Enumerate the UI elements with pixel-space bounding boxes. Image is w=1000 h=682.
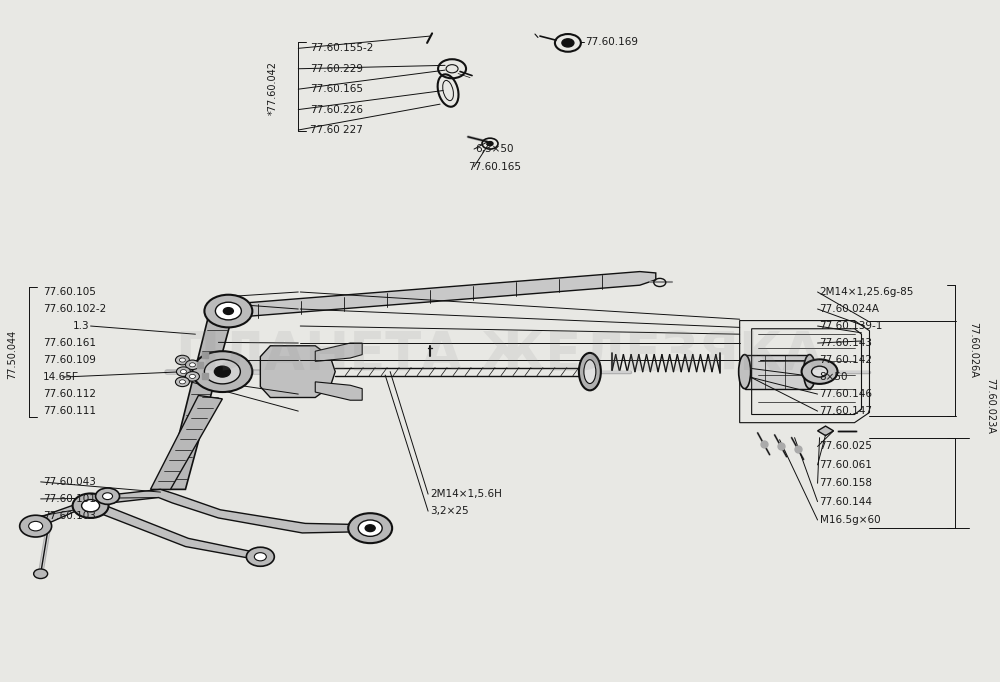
Text: 77.60.102-2: 77.60.102-2: [43, 304, 106, 314]
Circle shape: [802, 359, 838, 384]
Text: 77.60 227: 77.60 227: [310, 125, 363, 135]
Polygon shape: [79, 490, 370, 533]
Polygon shape: [31, 501, 79, 528]
Text: 77.60.169: 77.60.169: [585, 37, 638, 46]
Text: 77.60.101: 77.60.101: [43, 494, 96, 504]
Polygon shape: [260, 346, 335, 398]
Text: 77.60.025: 77.60.025: [820, 441, 872, 451]
Polygon shape: [228, 271, 656, 318]
Text: 77.60.142: 77.60.142: [820, 355, 873, 365]
Text: 77.60.229: 77.60.229: [310, 63, 363, 74]
Circle shape: [204, 295, 252, 327]
Circle shape: [179, 380, 185, 384]
Circle shape: [73, 494, 109, 518]
Text: 77.60.226: 77.60.226: [310, 104, 363, 115]
Ellipse shape: [739, 355, 751, 389]
Text: 77.50.044: 77.50.044: [8, 330, 18, 379]
Text: 2M14×1,25.6g-85: 2M14×1,25.6g-85: [820, 287, 914, 297]
Ellipse shape: [584, 359, 596, 383]
Circle shape: [175, 377, 189, 387]
Circle shape: [185, 360, 199, 370]
Polygon shape: [745, 355, 810, 389]
Text: 77.60.103: 77.60.103: [43, 511, 96, 521]
Circle shape: [487, 142, 493, 146]
Text: 77.60.147: 77.60.147: [820, 406, 873, 416]
Text: 77.60.026A: 77.60.026A: [968, 322, 978, 378]
Circle shape: [34, 569, 48, 578]
Text: 8×50: 8×50: [820, 372, 848, 382]
Text: 77.60.146: 77.60.146: [820, 389, 873, 399]
Circle shape: [358, 520, 382, 536]
Circle shape: [223, 308, 233, 314]
Text: 77.60.165: 77.60.165: [468, 162, 521, 173]
Circle shape: [246, 547, 274, 566]
Circle shape: [348, 513, 392, 543]
Text: 77.60.139-1: 77.60.139-1: [820, 321, 883, 331]
Ellipse shape: [804, 355, 816, 389]
Text: 77.60.155-2: 77.60.155-2: [310, 44, 374, 53]
Text: 77.60.161: 77.60.161: [43, 338, 96, 348]
Polygon shape: [818, 426, 834, 436]
Text: 1.3: 1.3: [73, 321, 89, 331]
Circle shape: [189, 363, 195, 367]
Text: 3,2×25: 3,2×25: [430, 506, 469, 516]
Text: 6,3×50: 6,3×50: [475, 144, 514, 154]
Circle shape: [214, 366, 230, 377]
Circle shape: [812, 366, 828, 377]
Polygon shape: [315, 382, 362, 400]
Text: 77.60.109: 77.60.109: [43, 355, 96, 365]
Text: 77.60.024A: 77.60.024A: [820, 304, 880, 314]
Circle shape: [20, 515, 52, 537]
Polygon shape: [76, 499, 260, 560]
Text: 77.60.143: 77.60.143: [820, 338, 873, 348]
Polygon shape: [165, 308, 234, 490]
Text: 77.60.158: 77.60.158: [820, 478, 873, 488]
Text: 77.60.111: 77.60.111: [43, 406, 96, 416]
Circle shape: [179, 358, 185, 362]
Circle shape: [189, 374, 195, 379]
Circle shape: [254, 552, 266, 561]
Text: 77.60.061: 77.60.061: [820, 460, 872, 470]
Circle shape: [185, 372, 199, 381]
Circle shape: [204, 359, 240, 384]
Circle shape: [562, 39, 574, 47]
Text: 77.60.023A: 77.60.023A: [985, 378, 995, 434]
Circle shape: [103, 493, 113, 500]
Text: 77.60.144: 77.60.144: [820, 496, 873, 507]
Circle shape: [96, 488, 120, 505]
Text: 14.65Г: 14.65Г: [43, 372, 79, 382]
Text: 2M14×1,5.6H: 2M14×1,5.6H: [430, 489, 502, 499]
Text: 77.60.105: 77.60.105: [43, 287, 96, 297]
Text: 77.60.165: 77.60.165: [310, 84, 363, 94]
Text: ПЛАНЕТА ЖЕЛЕЗЯКА: ПЛАНЕТА ЖЕЛЕЗЯКА: [176, 329, 824, 381]
Circle shape: [175, 355, 189, 365]
Circle shape: [180, 370, 186, 374]
Polygon shape: [150, 396, 222, 490]
Text: M16.5g×60: M16.5g×60: [820, 515, 880, 525]
Circle shape: [192, 351, 252, 392]
Circle shape: [82, 500, 100, 512]
Ellipse shape: [579, 353, 601, 390]
Text: *77.60.042: *77.60.042: [267, 61, 277, 115]
Circle shape: [365, 524, 375, 531]
Circle shape: [215, 302, 241, 320]
Text: 77.60.043: 77.60.043: [43, 477, 96, 487]
Text: 77.60.112: 77.60.112: [43, 389, 96, 399]
Circle shape: [29, 521, 43, 531]
Circle shape: [176, 367, 190, 376]
Polygon shape: [315, 343, 362, 361]
